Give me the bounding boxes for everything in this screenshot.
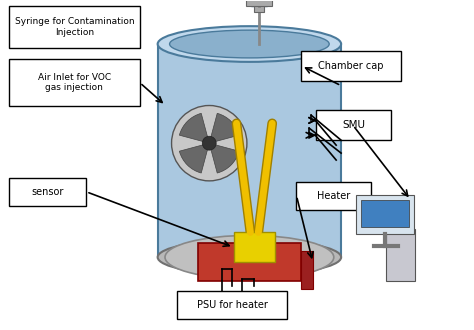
FancyBboxPatch shape <box>234 232 275 262</box>
Text: Syringe for Contamination
Injection: Syringe for Contamination Injection <box>15 17 134 37</box>
FancyBboxPatch shape <box>177 291 287 319</box>
Ellipse shape <box>165 235 334 279</box>
Circle shape <box>172 106 247 181</box>
Text: Air Inlet for VOC
gas injection: Air Inlet for VOC gas injection <box>38 73 111 92</box>
FancyBboxPatch shape <box>251 0 267 6</box>
FancyBboxPatch shape <box>301 51 401 81</box>
Ellipse shape <box>158 239 341 275</box>
FancyBboxPatch shape <box>361 200 409 227</box>
Text: Heater: Heater <box>317 191 350 201</box>
Ellipse shape <box>170 30 329 58</box>
FancyBboxPatch shape <box>246 0 272 6</box>
FancyBboxPatch shape <box>198 243 301 281</box>
FancyBboxPatch shape <box>9 178 86 206</box>
FancyBboxPatch shape <box>316 111 391 140</box>
Ellipse shape <box>158 26 341 62</box>
Wedge shape <box>179 113 209 143</box>
Text: Chamber cap: Chamber cap <box>318 61 384 71</box>
FancyBboxPatch shape <box>301 251 313 289</box>
Circle shape <box>202 136 216 150</box>
Wedge shape <box>209 143 239 173</box>
FancyBboxPatch shape <box>255 4 264 12</box>
FancyBboxPatch shape <box>297 182 371 210</box>
FancyBboxPatch shape <box>356 195 413 234</box>
FancyBboxPatch shape <box>9 6 140 48</box>
FancyBboxPatch shape <box>386 229 416 281</box>
FancyBboxPatch shape <box>158 44 341 257</box>
FancyBboxPatch shape <box>9 59 140 107</box>
Text: SMU: SMU <box>342 120 365 130</box>
Text: PSU for heater: PSU for heater <box>197 300 267 310</box>
Wedge shape <box>209 113 239 143</box>
Text: sensor: sensor <box>31 187 64 197</box>
Wedge shape <box>179 143 209 173</box>
